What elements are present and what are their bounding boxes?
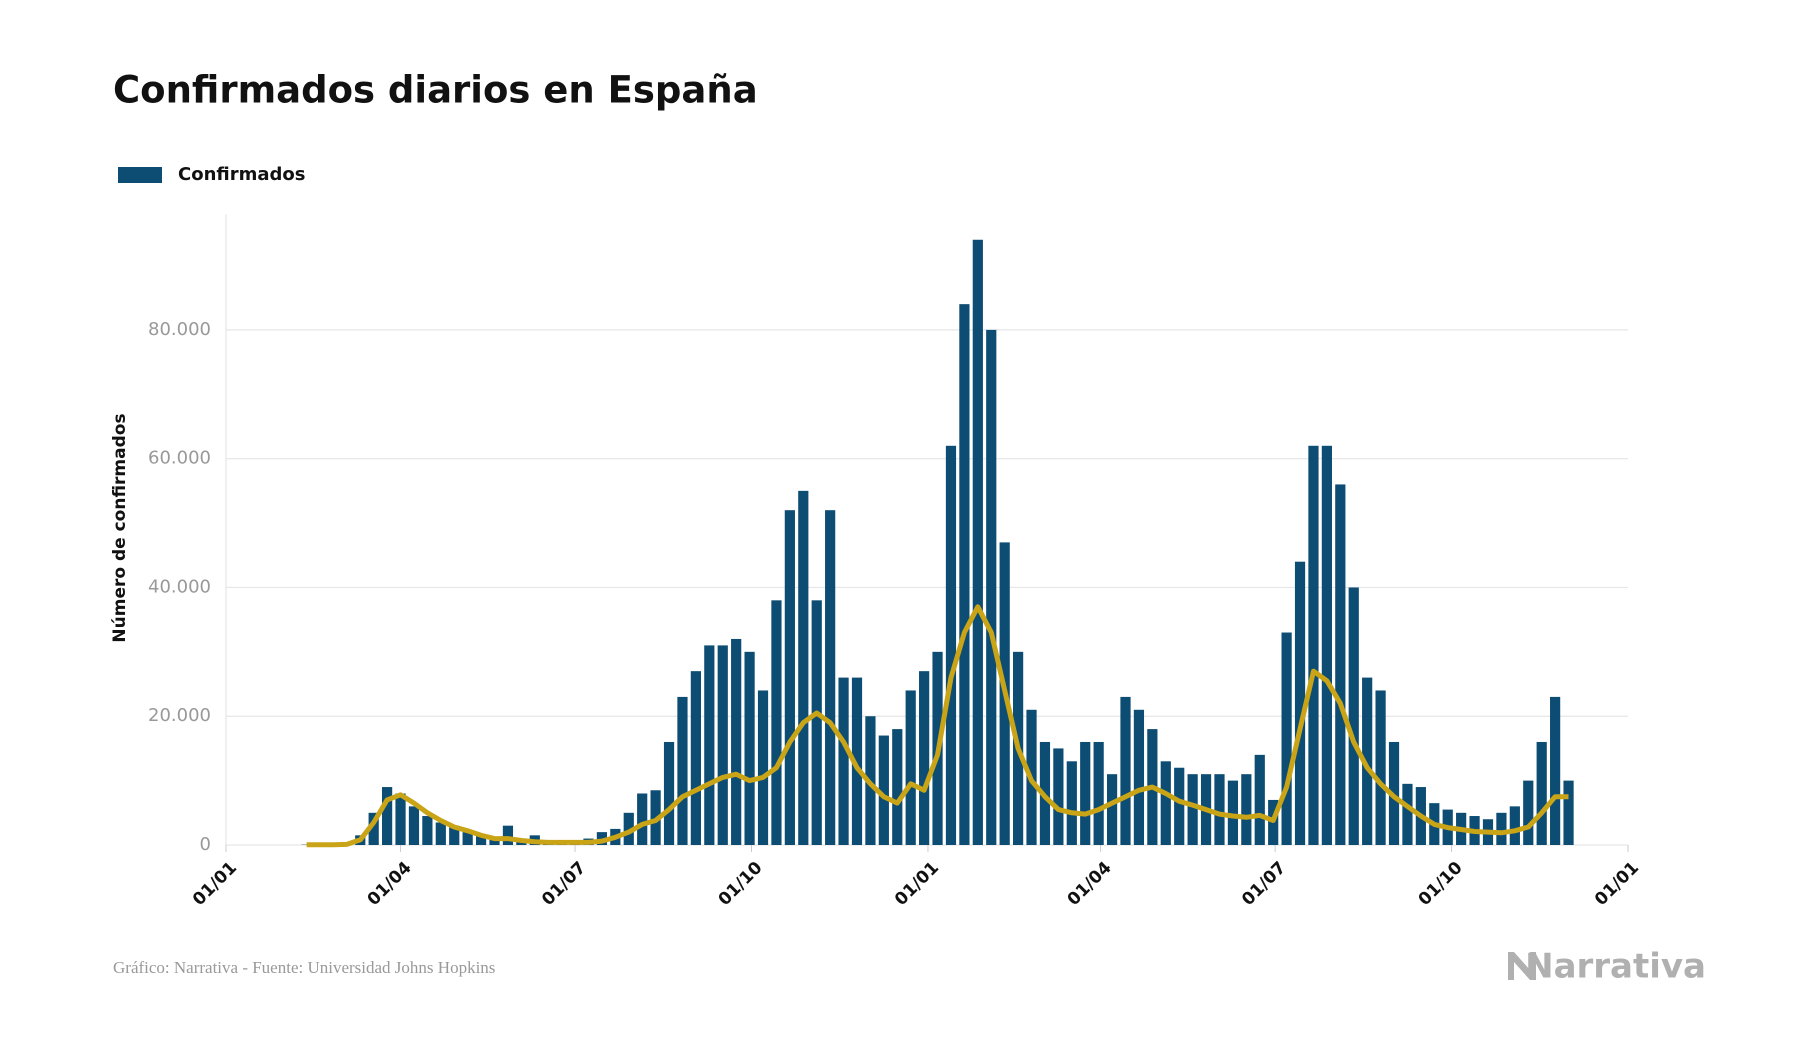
bar <box>1536 741 1547 845</box>
bar <box>1053 748 1064 845</box>
bar <box>1294 561 1306 845</box>
bar <box>395 793 406 845</box>
chart-title: Confirmados diarios en España <box>113 69 758 112</box>
bar <box>637 793 648 845</box>
bar <box>449 825 460 845</box>
bar <box>986 329 997 845</box>
bar <box>422 816 433 845</box>
bar <box>1321 445 1332 845</box>
bar <box>1120 696 1131 845</box>
bar <box>1509 806 1520 845</box>
bar <box>435 822 446 845</box>
bar <box>408 806 420 845</box>
bar <box>1281 632 1292 845</box>
bar <box>690 671 701 845</box>
bar <box>851 677 863 845</box>
y-tick-label: 80.000 <box>148 319 211 340</box>
bar <box>1227 780 1239 845</box>
x-tick-label: 01/01 <box>891 858 943 910</box>
bar <box>663 741 675 845</box>
bar <box>757 690 769 845</box>
bar <box>1348 587 1359 845</box>
bar <box>1523 780 1534 845</box>
bar <box>623 812 634 845</box>
bar <box>945 445 957 845</box>
bar <box>1362 677 1373 845</box>
legend-swatch <box>118 167 162 183</box>
bar <box>1214 774 1225 845</box>
bar <box>1093 741 1104 845</box>
bar <box>1187 774 1198 845</box>
bar <box>1106 774 1118 845</box>
bar <box>502 825 514 845</box>
bar <box>1066 761 1077 845</box>
bar <box>1375 690 1386 845</box>
x-tick-label: 01/04 <box>1064 858 1116 910</box>
bar <box>1080 741 1091 845</box>
bar <box>1335 484 1346 845</box>
bar <box>1160 761 1171 845</box>
bar <box>1133 709 1145 845</box>
bar <box>717 645 728 845</box>
bar <box>475 835 487 845</box>
bar <box>744 651 755 845</box>
bar <box>825 510 836 845</box>
bar <box>811 600 822 845</box>
bar <box>798 490 809 845</box>
bar <box>1241 774 1252 845</box>
bar <box>771 600 782 845</box>
x-tick-label: 01/01 <box>189 858 241 910</box>
bar <box>972 239 983 845</box>
x-tick-label: 01/07 <box>538 858 590 910</box>
logo-icon <box>1508 952 1536 980</box>
y-tick-label: 60.000 <box>148 448 211 469</box>
bar <box>1308 445 1319 845</box>
bar <box>892 729 903 845</box>
x-tick-label: 01/10 <box>715 858 767 910</box>
source-note: Gráfico: Narrativa - Fuente: Universidad… <box>113 958 495 977</box>
y-tick-label: 40.000 <box>148 576 211 597</box>
legend-label: Confirmados <box>178 164 305 185</box>
bar <box>731 638 742 845</box>
bar <box>838 677 849 845</box>
bar <box>704 645 715 845</box>
bar <box>368 812 379 845</box>
bar <box>1254 754 1265 845</box>
y-axis-label: Número de confirmados <box>110 413 130 642</box>
y-tick-label: 20.000 <box>148 705 211 726</box>
bar <box>1496 812 1507 845</box>
bar <box>1402 783 1413 845</box>
bar <box>784 510 795 845</box>
bar <box>905 690 916 845</box>
x-tick-label: 01/07 <box>1238 858 1290 910</box>
logo: Narrativa <box>1525 947 1706 987</box>
average-line <box>306 604 1569 848</box>
bar <box>1174 767 1185 845</box>
bar <box>959 304 970 846</box>
bar <box>1550 696 1561 845</box>
bar <box>677 696 688 845</box>
bar <box>919 671 930 845</box>
bar <box>462 832 473 845</box>
x-tick-label: 01/04 <box>364 858 416 910</box>
x-tick-label: 01/01 <box>1591 858 1643 910</box>
bar <box>382 787 393 845</box>
bar <box>489 837 500 845</box>
bar <box>878 735 889 845</box>
bar <box>1563 780 1574 845</box>
x-tick-label: 01/10 <box>1415 858 1467 910</box>
y-tick-label: 0 <box>200 834 211 855</box>
